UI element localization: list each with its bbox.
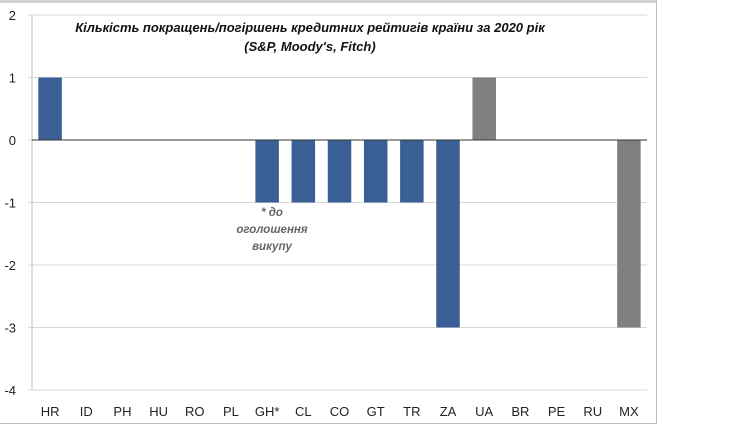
chart-frame <box>0 0 657 424</box>
bar-cl <box>291 140 316 203</box>
bar-za <box>436 140 460 328</box>
bar-co <box>327 140 352 203</box>
annotation-line: викупу <box>252 241 292 253</box>
x-tick-label: GH* <box>255 404 280 419</box>
annotation-line: * до <box>261 207 283 219</box>
chart-subtitle: (S&P, Moody's, Fitch) <box>244 39 376 54</box>
bar-mx <box>617 140 641 328</box>
gh-annotation: * до оголошення викупу <box>230 205 314 256</box>
chart-title-main: Кількість покращень/погіршень кредитних … <box>75 20 545 35</box>
x-tick-label: HR <box>41 404 60 419</box>
x-tick-label: RU <box>583 404 602 419</box>
y-tick-label: 0 <box>9 133 16 148</box>
x-tick-label: CL <box>295 404 312 419</box>
y-tick-label: 1 <box>9 71 16 86</box>
x-tick-label: HU <box>149 404 168 419</box>
x-tick-label: GT <box>367 404 385 419</box>
x-tick-label: PL <box>223 404 239 419</box>
x-tick-label: CO <box>330 404 350 419</box>
x-tick-label: RO <box>185 404 205 419</box>
bar-hr <box>38 77 62 140</box>
bar-gh <box>255 140 279 203</box>
y-tick-label: -1 <box>4 196 16 211</box>
y-tick-label: -2 <box>4 258 16 273</box>
x-tick-label: MX <box>619 404 639 419</box>
y-tick-label: 2 <box>9 8 16 23</box>
bar-gt <box>363 140 388 203</box>
x-tick-label: PE <box>548 404 566 419</box>
x-tick-label: BR <box>511 404 529 419</box>
x-tick-label: ID <box>80 404 93 419</box>
bar-ua <box>472 77 496 140</box>
y-tick-label: -3 <box>4 321 16 336</box>
x-tick-label: UA <box>475 404 493 419</box>
bar-tr <box>400 140 424 203</box>
x-tick-label: PH <box>113 404 131 419</box>
y-tick-label: -4 <box>4 383 16 398</box>
x-tick-label: TR <box>403 404 420 419</box>
annotation-line: оголошення <box>236 224 308 236</box>
x-tick-label: ZA <box>440 404 457 419</box>
chart-title: Кількість покращень/погіршень кредитних … <box>60 18 560 56</box>
